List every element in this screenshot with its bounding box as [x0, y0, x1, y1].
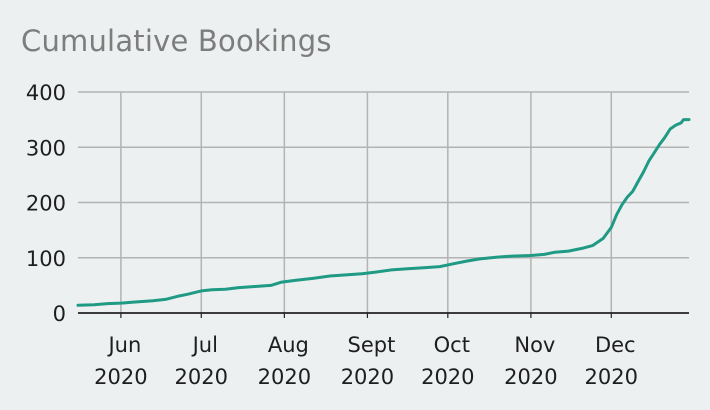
- x-tick-label-year: 2020: [421, 365, 474, 389]
- x-tick-label-year: 2020: [585, 365, 638, 389]
- x-tick-label-month: Jul: [191, 333, 218, 357]
- x-tick-label-month: Dec: [595, 333, 636, 357]
- x-tick-label-month: Oct: [434, 333, 470, 357]
- x-tick-label-year: 2020: [504, 365, 557, 389]
- x-tick-label-month: Aug: [268, 333, 309, 357]
- x-tick-label-year: 2020: [94, 365, 147, 389]
- x-tick-label-year: 2020: [341, 365, 394, 389]
- y-tick-label: 100: [26, 247, 66, 271]
- y-tick-label: 0: [53, 302, 66, 326]
- y-tick-label: 400: [26, 81, 66, 105]
- x-tick-label-year: 2020: [258, 365, 311, 389]
- x-tick-label-year: 2020: [175, 365, 228, 389]
- x-tick-label-month: Nov: [514, 333, 555, 357]
- x-tick-label-month: Sept: [348, 333, 396, 357]
- y-tick-label: 200: [26, 192, 66, 216]
- y-tick-label: 300: [26, 136, 66, 160]
- x-tick-label-month: Jun: [106, 333, 141, 357]
